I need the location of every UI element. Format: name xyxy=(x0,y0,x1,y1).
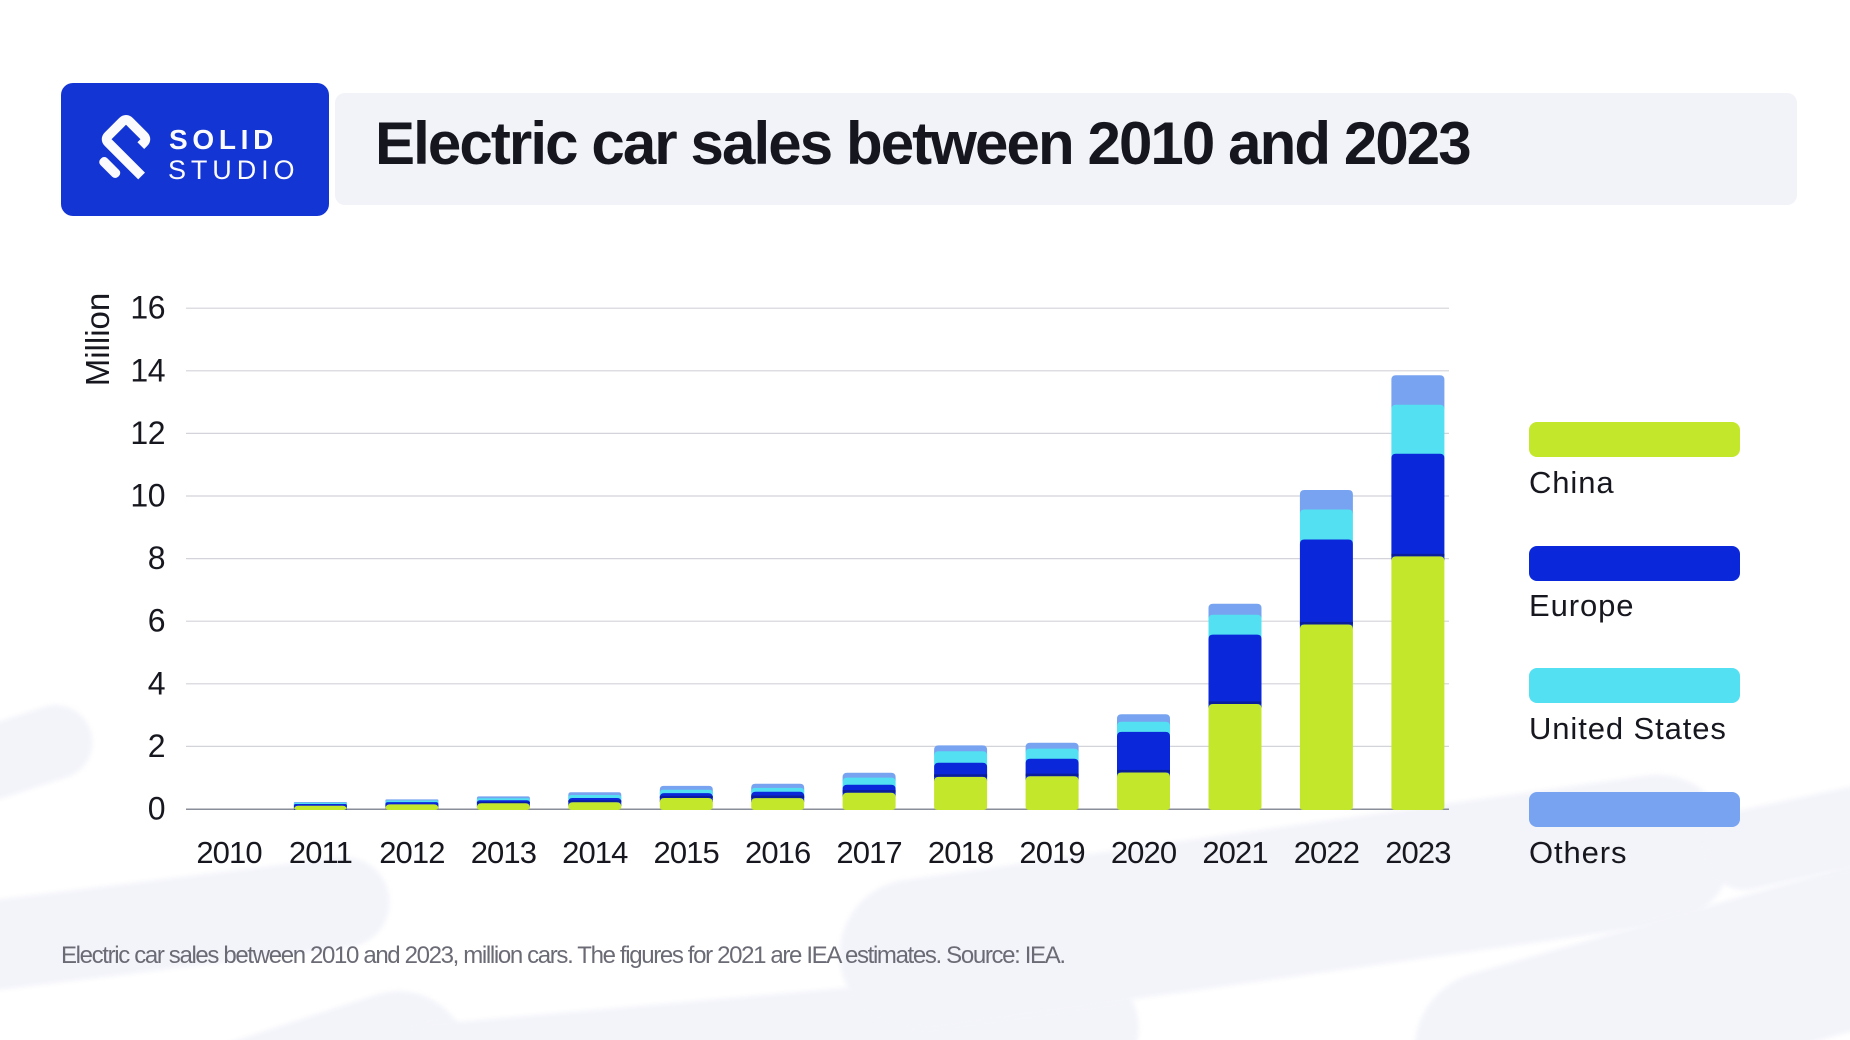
svg-text:2: 2 xyxy=(148,728,165,764)
svg-text:2016: 2016 xyxy=(745,835,810,870)
svg-text:8: 8 xyxy=(148,540,165,576)
svg-text:2022: 2022 xyxy=(1294,835,1359,870)
svg-text:2011: 2011 xyxy=(289,835,352,870)
svg-text:6: 6 xyxy=(148,603,165,639)
svg-text:2021: 2021 xyxy=(1202,835,1267,870)
svg-text:2019: 2019 xyxy=(1019,835,1084,870)
svg-text:2014: 2014 xyxy=(562,835,628,870)
svg-text:2013: 2013 xyxy=(471,835,536,870)
svg-text:2020: 2020 xyxy=(1111,835,1177,870)
svg-text:16: 16 xyxy=(130,290,165,326)
svg-text:Million: Million xyxy=(79,293,116,387)
svg-text:2012: 2012 xyxy=(379,835,444,870)
svg-text:2017: 2017 xyxy=(836,835,901,870)
svg-text:2015: 2015 xyxy=(654,835,719,870)
svg-text:12: 12 xyxy=(130,415,165,451)
svg-text:10: 10 xyxy=(130,478,165,514)
svg-text:2010: 2010 xyxy=(196,835,262,870)
svg-text:2023: 2023 xyxy=(1385,835,1450,870)
svg-text:14: 14 xyxy=(130,352,165,388)
svg-text:4: 4 xyxy=(148,665,165,701)
svg-text:2018: 2018 xyxy=(928,835,993,870)
svg-text:0: 0 xyxy=(148,791,165,827)
